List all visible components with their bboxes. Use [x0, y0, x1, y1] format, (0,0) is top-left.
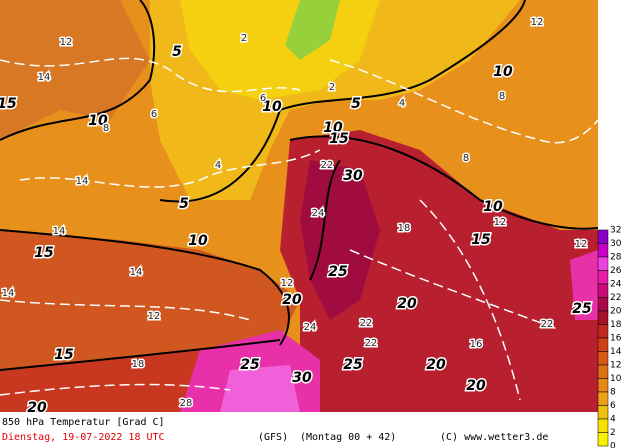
- temperature-label: 22: [541, 319, 554, 330]
- colorbar-label: 18: [610, 320, 622, 330]
- colorbar-label: 24: [610, 280, 622, 290]
- colorbar-bin: [597, 351, 609, 366]
- temperature-label: 8: [103, 123, 109, 134]
- dashed-isotherms: [0, 57, 599, 401]
- isotherm-label: 15: [54, 347, 74, 363]
- isotherm-label: 10: [323, 120, 343, 136]
- temperature-label: 14: [2, 288, 15, 299]
- colorbar-bin: [597, 418, 609, 433]
- temperature-label: 14: [38, 72, 51, 83]
- temperature-label: 14: [130, 267, 143, 278]
- colorbar-label: 8: [610, 388, 616, 398]
- colorbar-label: 2: [610, 428, 616, 438]
- colorbar-bin: [597, 432, 609, 447]
- colorbar-bin: [597, 378, 609, 393]
- isotherm-label: 5: [172, 44, 182, 60]
- temperature-label: 4: [215, 160, 221, 171]
- footer-copyright: (C) www.wetter3.de: [440, 432, 548, 443]
- temperature-label: 22: [365, 338, 378, 349]
- isotherm-label: 10: [188, 233, 208, 249]
- isotherm-label: 15: [0, 96, 17, 112]
- isotherm-label: 25: [343, 357, 363, 373]
- colorbar-bin: [597, 283, 609, 298]
- isotherm-label: 20: [282, 292, 302, 308]
- footer-date: Dienstag, 19-07-2022 18 UTC: [2, 432, 165, 443]
- isotherm-label: 25: [572, 301, 592, 317]
- temperature-label: 12: [281, 278, 294, 289]
- isotherm-label: 5: [351, 96, 361, 112]
- colorbar-bin: [597, 297, 609, 312]
- isotherm-label: 25: [328, 264, 348, 280]
- temperature-label: 12: [148, 311, 161, 322]
- temperature-label: 18: [132, 359, 145, 370]
- colorbar-bin: [597, 243, 609, 258]
- colorbar-label: 22: [610, 293, 621, 303]
- colorbar-bin: [597, 391, 609, 406]
- colorbar-label: 32: [610, 226, 621, 236]
- isotherm-label: 30: [343, 168, 363, 184]
- colorbar-label: 16: [610, 334, 622, 344]
- colorbar-label: 4: [610, 415, 616, 425]
- colorbar-bin: [597, 337, 609, 352]
- colorbar-bin: [597, 310, 609, 325]
- isotherm-label: 10: [262, 99, 282, 115]
- colorbar-bin: [597, 270, 609, 285]
- contour-labels: 5151010510510153010151015252020152025253…: [0, 16, 593, 418]
- footer-title: 850 hPa Temperatur [Grad C]: [2, 417, 165, 428]
- isotherm-label: 15: [471, 232, 491, 248]
- temperature-label: 6: [151, 109, 157, 120]
- temperature-label: 28: [180, 398, 193, 409]
- colorbar-bin: [597, 364, 609, 379]
- map-background: [0, 0, 598, 412]
- isotherm-label: 10: [483, 199, 503, 215]
- temperature-label: 8: [463, 153, 469, 164]
- temperature-label: 16: [470, 339, 483, 350]
- isotherm-label: 5: [179, 196, 189, 212]
- isotherm-label: 20: [397, 296, 417, 312]
- colorbar-label: 20: [610, 307, 622, 317]
- temperature-label: 12: [575, 239, 588, 250]
- isotherm-label: 25: [240, 357, 260, 373]
- temperature-label: 2: [241, 33, 247, 44]
- footer-model: (GFS): [258, 432, 288, 443]
- temperature-label: 8: [499, 91, 505, 102]
- temperature-label: 12: [60, 37, 73, 48]
- temperature-label: 12: [531, 17, 544, 28]
- temperature-label: 12: [494, 217, 507, 228]
- colorbar-label: 0: [610, 442, 616, 448]
- colorbar-label: 12: [610, 361, 621, 371]
- isotherm-lines: [0, 0, 599, 371]
- colorbar-bin: [597, 324, 609, 339]
- colorbar-bin: [597, 405, 609, 420]
- temperature-label: 22: [360, 318, 373, 329]
- temperature-label: 2: [329, 82, 335, 93]
- colorbar-bin: [597, 256, 609, 271]
- isotherm-label: 15: [34, 245, 54, 261]
- colorbar-bin: [597, 229, 609, 244]
- colorbar-label: 14: [610, 347, 622, 357]
- isotherm-label: 10: [88, 113, 108, 129]
- temperature-label: 4: [399, 98, 405, 109]
- temperature-label: 22: [321, 160, 334, 171]
- isotherm-label: 30: [292, 370, 312, 386]
- colorbar-label: 30: [610, 239, 622, 249]
- temperature-label: 24: [312, 208, 325, 219]
- colorbar-label: 10: [610, 374, 622, 384]
- isotherm-label: 15: [329, 131, 349, 147]
- colorbar-label: 26: [610, 266, 622, 276]
- temperature-label: 14: [76, 176, 89, 187]
- isotherm-label: 20: [466, 378, 486, 394]
- temperature-label: 14: [53, 226, 66, 237]
- isotherm-label: 10: [493, 64, 513, 80]
- footer-bg: [0, 412, 598, 448]
- temperature-label: 18: [398, 223, 411, 234]
- footer-run: (Montag 00 + 42): [300, 432, 396, 443]
- colorbar-label: 6: [610, 401, 616, 411]
- colorbar-label: 28: [610, 253, 622, 263]
- temperature-label: 6: [260, 93, 266, 104]
- temperature-label: 24: [304, 322, 317, 333]
- isotherm-label: 20: [426, 357, 446, 373]
